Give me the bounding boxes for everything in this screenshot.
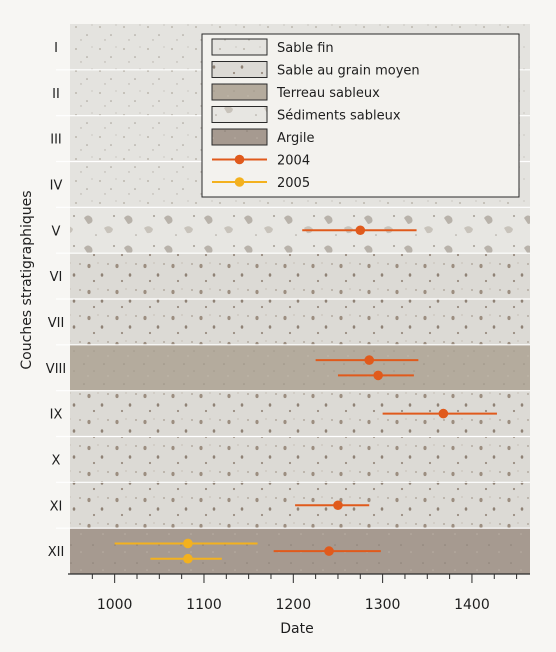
legend-swatch (211, 38, 268, 56)
data-point-2004 (364, 355, 375, 365)
layer-label-x: X (52, 453, 61, 468)
data-point-2004 (324, 546, 334, 556)
layer-label-i: I (54, 41, 58, 56)
layer-band-v (70, 207, 530, 254)
x-tick-label-1300: 1300 (365, 597, 401, 613)
legend-marker-2004 (234, 154, 245, 165)
legend-label: 2004 (277, 154, 310, 169)
legend-swatch (211, 83, 268, 101)
layer-band-viii (70, 344, 530, 391)
layer-band-x (70, 436, 530, 483)
data-point-2004 (373, 370, 383, 381)
x-axis-title: Date (280, 621, 313, 637)
layer-label-ii: II (52, 87, 60, 102)
x-tick-label-1200: 1200 (275, 597, 311, 613)
layer-label-iii: III (50, 133, 62, 148)
series-2005 (114, 538, 258, 564)
layer-band-vii (70, 299, 530, 345)
layer-label-xii: XII (48, 545, 65, 560)
legend-swatch (211, 128, 268, 146)
layer-label-xi: XI (50, 499, 63, 514)
legend-swatch (211, 61, 268, 78)
x-axis: 1000 1100 1200 1300 1400 (68, 573, 530, 613)
layer-label-vii: VII (48, 316, 65, 331)
layer-label-v: V (52, 224, 61, 239)
legend-label: Sédiments sableux (277, 109, 401, 124)
data-point-2005 (183, 553, 193, 564)
legend-label: Sable au grain moyen (277, 64, 420, 79)
x-tick-label-1000: 1000 (97, 597, 133, 613)
x-tick-label-1100: 1100 (186, 597, 222, 613)
x-tick-label-1400: 1400 (454, 597, 490, 613)
layer-band-vi (70, 253, 530, 299)
legend-label: Argile (277, 131, 314, 146)
data-point-2004 (333, 500, 343, 511)
layer-label-viii: VIII (46, 362, 66, 377)
y-axis-title: Couches stratigraphiques (19, 190, 35, 369)
data-point-2004 (438, 408, 449, 419)
data-point-2004 (355, 225, 366, 236)
legend: Sable fin Sable au grain moyen Terreau sab… (201, 33, 520, 198)
data-point-2005 (183, 538, 193, 549)
legend-label: Terreau sableux (276, 86, 380, 101)
layer-label-iv: IV (50, 178, 63, 193)
legend-label: 2005 (277, 176, 310, 191)
legend-marker-2005 (234, 177, 245, 187)
layer-label-vi: VI (50, 270, 63, 285)
legend-items: Sable fin Sable au grain moyen Terreau sab… (211, 38, 420, 191)
series-2004 (273, 225, 497, 556)
legend-swatch (211, 106, 268, 123)
layer-label-ix: IX (50, 408, 63, 423)
legend-label: Sable fin (277, 41, 334, 56)
